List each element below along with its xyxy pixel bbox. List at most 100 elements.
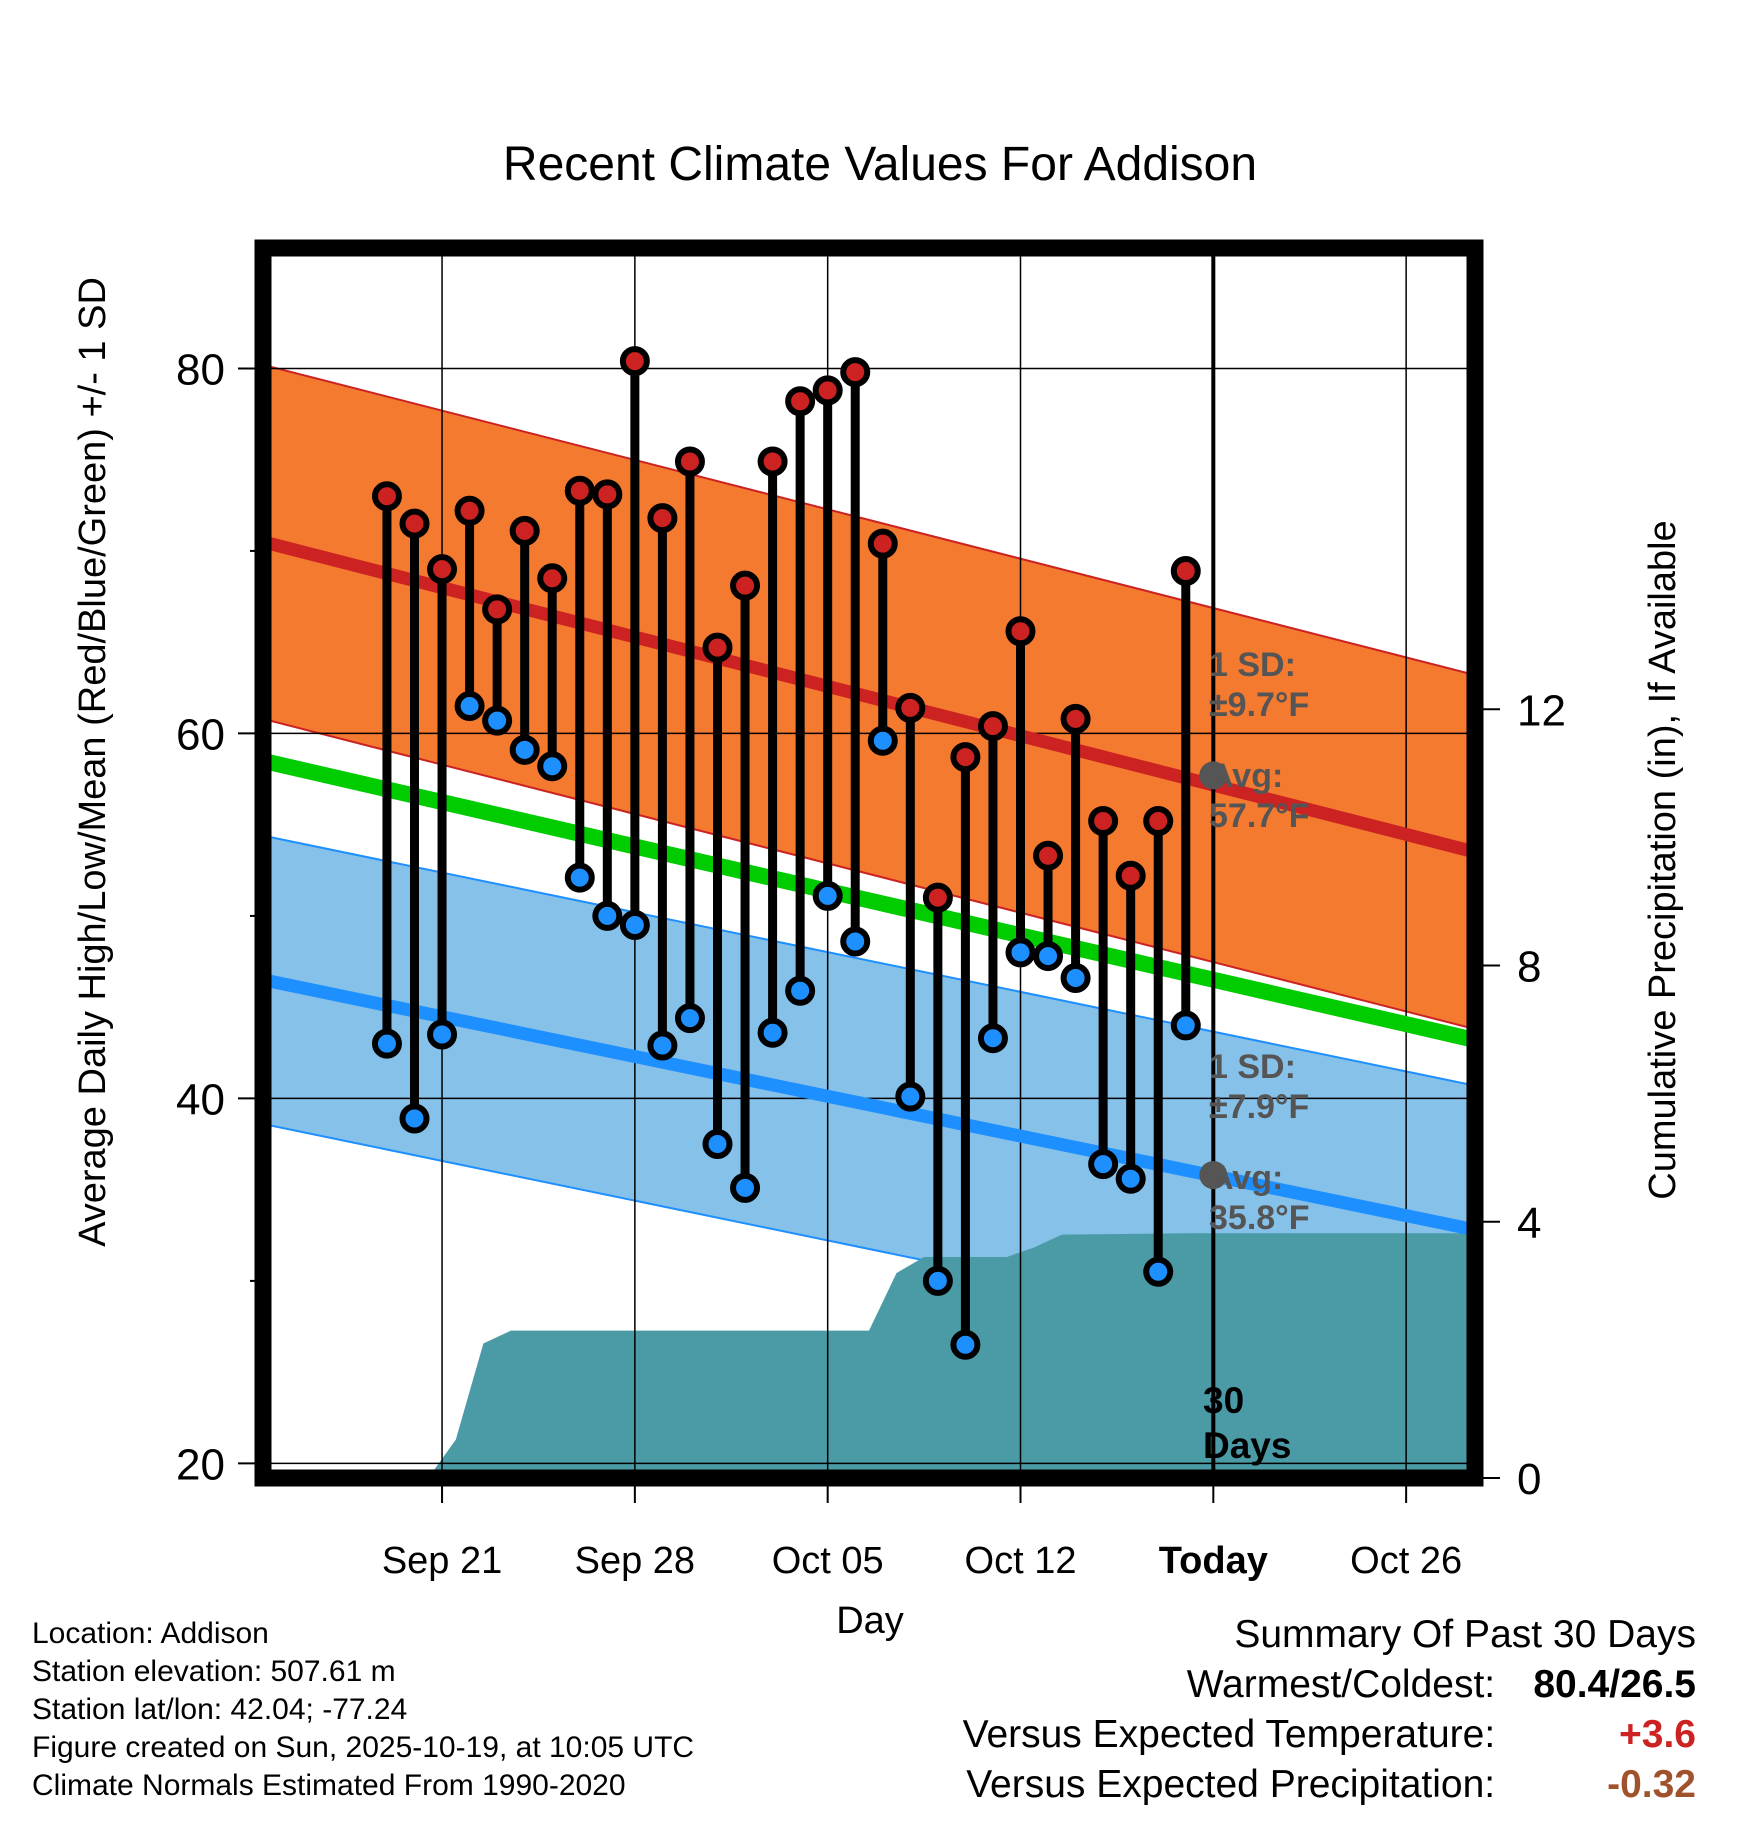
summary-warm-cold: Warmest/Coldest: 80.4/26.5: [963, 1660, 1696, 1710]
warm-cold-label: Warmest/Coldest:: [1186, 1663, 1496, 1706]
daily-low-point: [371, 1028, 402, 1059]
low-sd-label: 1 SD:: [1209, 1048, 1296, 1086]
summary-title: Summary Of Past 30 Days: [1234, 1613, 1696, 1656]
y2-tick-label: 8: [1517, 943, 1541, 992]
high-avg-value: 57.7°F: [1209, 797, 1310, 835]
precip-label: Versus Expected Precipitation:: [966, 1763, 1496, 1806]
daily-high-point: [399, 508, 430, 539]
y2-axis-label: Cumulative Precipitation (in), If Availa…: [1642, 520, 1684, 1199]
daily-low-point: [454, 691, 485, 722]
high-sd-value: ±9.7°F: [1209, 686, 1309, 724]
normal-low-line: [261, 973, 1477, 1237]
chart-title: Recent Climate Values For Addison: [503, 138, 1257, 191]
elevation-text: Station elevation: 507.61 m: [32, 1655, 396, 1688]
daily-low-point: [812, 880, 843, 911]
daily-low-point: [950, 1329, 981, 1360]
location-text: Location: Addison: [32, 1617, 269, 1650]
daily-low-point: [922, 1265, 953, 1296]
daily-low-point: [482, 705, 513, 736]
daily-low-point: [1170, 1010, 1201, 1041]
latlon-text: Station lat/lon: 42.04; -77.24: [32, 1693, 408, 1726]
normal-mean-line: [261, 753, 1477, 1048]
daily-high-point: [509, 515, 540, 546]
today-low-avg-marker: [1199, 1161, 1228, 1190]
warm-cold-value: 80.4/26.5: [1533, 1663, 1696, 1706]
summary-panel: Summary Of Past 30 Days Warmest/Coldest:…: [963, 1610, 1696, 1810]
high-sd-label: 1 SD:: [1209, 646, 1296, 684]
daily-low-point: [592, 900, 623, 931]
daily-low-point: [1005, 937, 1036, 968]
normals-text: Climate Normals Estimated From 1990-2020: [32, 1769, 626, 1802]
daily-low-point: [867, 725, 898, 756]
x-tick-label: Oct 26: [1350, 1540, 1462, 1582]
daily-high-point: [977, 711, 1008, 742]
daily-high-point: [1088, 806, 1119, 837]
x-axis-label: Day: [836, 1600, 904, 1642]
low-sd-value: ±7.9°F: [1209, 1088, 1309, 1126]
daily-high-point: [785, 386, 816, 417]
y2-tick-label: 12: [1517, 686, 1566, 735]
low-avg-value: 35.8°F: [1209, 1199, 1310, 1237]
daily-high-point: [895, 692, 926, 723]
daily-high-point: [1033, 840, 1064, 871]
x-tick-label: Oct 12: [965, 1540, 1077, 1582]
precip-area: [428, 1233, 1476, 1478]
x-tick-label: Sep 28: [575, 1540, 695, 1582]
daily-low-point: [1088, 1149, 1119, 1180]
axes: 20 40 60 80 0 4 8 12 Sep 21 Sep 28 Oct 05 Oct 12 Tod…: [176, 239, 1566, 1582]
y-tick-label: 20: [176, 1440, 225, 1489]
daily-low-point: [1033, 941, 1064, 972]
daily-high-point: [647, 503, 678, 534]
x-tick-label: Oct 05: [772, 1540, 884, 1582]
daily-high-point: [1143, 806, 1174, 837]
y2-tick-label: 4: [1517, 1199, 1541, 1248]
daily-low-point: [509, 734, 540, 765]
daily-low-point: [674, 1003, 705, 1034]
y2-tick-label: 0: [1517, 1455, 1541, 1504]
daily-high-point: [564, 475, 595, 506]
daily-high-point: [950, 742, 981, 773]
daily-low-point: [895, 1081, 926, 1112]
window-label-number: 30: [1203, 1380, 1244, 1421]
daily-low-point: [1115, 1163, 1146, 1194]
daily-low-point: [840, 926, 871, 957]
x-tick-label: Today: [1159, 1540, 1268, 1582]
low-avg-label: Avg:: [1209, 1159, 1283, 1197]
daily-high-point: [592, 479, 623, 510]
daily-low-point: [564, 862, 595, 893]
daily-low-point: [702, 1129, 733, 1160]
temp-value: +3.6: [1619, 1713, 1696, 1756]
daily-high-point: [674, 446, 705, 477]
high-avg-label: Avg:: [1209, 757, 1283, 795]
daily-high-point: [482, 594, 513, 625]
daily-high-point: [537, 563, 568, 594]
daily-high-point: [840, 357, 871, 388]
daily-low-point: [537, 751, 568, 782]
summary-temp: Versus Expected Temperature: +3.6: [963, 1710, 1696, 1760]
daily-high-point: [1005, 616, 1036, 647]
daily-low-point: [1060, 962, 1091, 993]
y-axis-label: Average Daily High/Low/Mean (Red/Blue/Gr…: [72, 277, 114, 1247]
precip-value: -0.32: [1607, 1763, 1696, 1806]
station-info: Location: Addison Station elevation: 507…: [32, 1615, 694, 1805]
daily-high-point: [371, 481, 402, 512]
daily-high-point: [619, 346, 650, 377]
today-high-avg-marker: [1199, 761, 1228, 790]
daily-high-point: [702, 632, 733, 663]
daily-high-point: [454, 495, 485, 526]
daily-high-point: [1170, 556, 1201, 587]
daily-low-point: [1143, 1256, 1174, 1287]
daily-high-point: [427, 554, 458, 585]
daily-low-point: [785, 975, 816, 1006]
summary-precip: Versus Expected Precipitation: -0.32: [963, 1760, 1696, 1810]
created-text: Figure created on Sun, 2025-10-19, at 10…: [32, 1731, 695, 1764]
daily-high-point: [922, 882, 953, 913]
daily-high-point: [1060, 703, 1091, 734]
daily-high-point: [757, 446, 788, 477]
temp-label: Versus Expected Temperature:: [962, 1713, 1496, 1756]
daily-low-point: [399, 1103, 430, 1134]
y-tick-label: 60: [176, 710, 225, 759]
daily-low-point: [619, 910, 650, 941]
